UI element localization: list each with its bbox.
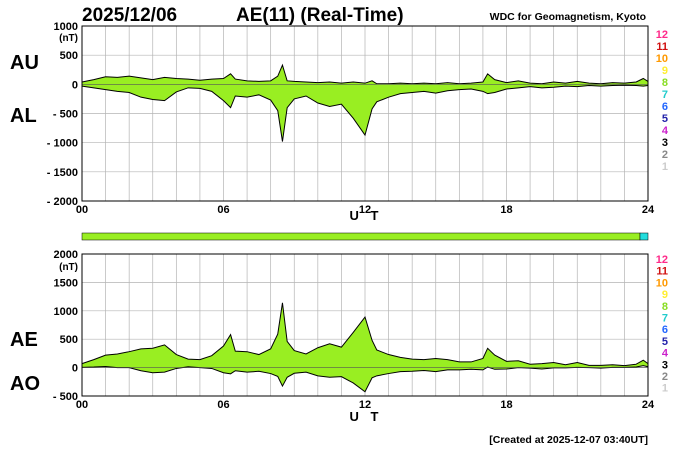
- station-count-label: 8: [662, 77, 668, 89]
- station-count-label: 6: [662, 324, 668, 336]
- au-al-y-tick-label: - 1500: [47, 167, 78, 179]
- ae-ao-y-tick-label: 1000: [54, 306, 78, 318]
- au-al-frame: [81, 25, 649, 202]
- station-count-label: 9: [662, 65, 668, 77]
- au-al-x-tick-label: 12: [359, 204, 371, 216]
- data-coverage-bar-end: [639, 232, 649, 241]
- ae-ao-x-tick-label: 24: [642, 399, 655, 411]
- ae-label: AE: [10, 329, 38, 351]
- au-al-y-ticks: 1000 500 0 - 500 - 1000 - 1500 - 2000: [47, 21, 78, 208]
- ae-series-line: [81, 302, 649, 367]
- station-count-label: 8: [662, 301, 668, 313]
- station-count-label: 12: [656, 254, 668, 266]
- ae-ao-unit: (nT): [59, 262, 78, 273]
- au-al-y-tick-label: 1000: [54, 21, 78, 33]
- ae-ao-y-tick-label: - 500: [53, 391, 78, 403]
- station-count-label: 4: [662, 125, 669, 137]
- ae-ao-y-tick-label: 0: [72, 363, 78, 375]
- ae-ao-y-tick-label: 1500: [54, 277, 78, 289]
- station-count-label: 9: [662, 289, 668, 301]
- au-al-x-axis-label: U T: [350, 208, 383, 223]
- ae-ao-x-tick-label: 12: [359, 399, 371, 411]
- station-count-label: 11: [656, 41, 668, 53]
- au-al-x-ticks: 00 06 12 18 24: [76, 204, 655, 216]
- station-count-label: 11: [656, 266, 668, 278]
- station-count-label: 6: [662, 101, 668, 113]
- station-count-label: 2: [662, 149, 668, 161]
- station-count-label: 4: [662, 348, 669, 360]
- station-count-label: 5: [662, 336, 668, 348]
- au-al-y-tick-label: 0: [72, 79, 78, 91]
- au-al-unit: (nT): [59, 33, 78, 44]
- data-coverage-bar: [81, 232, 641, 241]
- au-al-y-tick-label: - 500: [53, 109, 78, 121]
- al-label: AL: [10, 105, 37, 127]
- station-count-label: 7: [662, 313, 668, 325]
- station-count-label: 7: [662, 89, 668, 101]
- station-count-label: 3: [662, 137, 668, 149]
- ae-ao-x-axis-label: U T: [350, 409, 383, 424]
- created-timestamp: [Created at 2025-12-07 03:40UT]: [489, 434, 648, 446]
- ae-ao-fill-band: [82, 302, 648, 392]
- ae-ao-x-tick-label: 18: [500, 399, 512, 411]
- au-al-x-tick-label: 00: [76, 204, 88, 216]
- station-count-label: 2: [662, 371, 668, 383]
- ae-ao-y-tick-label: 2000: [54, 249, 78, 261]
- ae-ao-x-tick-label: 06: [217, 399, 229, 411]
- au-al-x-tick-label: 18: [500, 204, 512, 216]
- ae-ao-x-ticks: 00 06 12 18 24: [76, 399, 655, 411]
- station-count-label: 10: [656, 277, 668, 289]
- ae-ao-y-tick-label: 500: [60, 334, 78, 346]
- station-count-label: 3: [662, 359, 668, 371]
- au-al-y-tick-label: 500: [60, 50, 78, 62]
- au-al-y-tick-label: - 2000: [47, 196, 78, 208]
- organization-label: WDC for Geomagnetism, Kyoto: [490, 11, 646, 23]
- station-count-label: 1: [662, 383, 668, 395]
- au-al-plot-area: [81, 63, 649, 142]
- au-al-y-tick-label: - 1000: [47, 138, 78, 150]
- station-count-label: 10: [656, 53, 668, 65]
- au-label: AU: [10, 52, 39, 74]
- station-count-label: 12: [656, 29, 668, 41]
- au-al-x-tick-label: 06: [217, 204, 229, 216]
- au-series-line: [81, 63, 649, 85]
- station-count-label: 1: [662, 161, 668, 173]
- station-count-label: 5: [662, 113, 668, 125]
- ae-ao-frame: [81, 253, 649, 397]
- ae-ao-x-tick-label: 00: [76, 399, 88, 411]
- plot-title: AE(11) (Real-Time): [236, 5, 404, 26]
- ae-ao-plot-area: [81, 302, 649, 393]
- ao-label: AO: [10, 373, 40, 395]
- ae-ao-y-ticks: 2000 1500 1000 500 0 - 500: [53, 249, 78, 403]
- plot-date: 2025/12/06: [82, 5, 177, 26]
- al-series-line: [81, 84, 649, 142]
- au-al-x-tick-label: 24: [642, 204, 655, 216]
